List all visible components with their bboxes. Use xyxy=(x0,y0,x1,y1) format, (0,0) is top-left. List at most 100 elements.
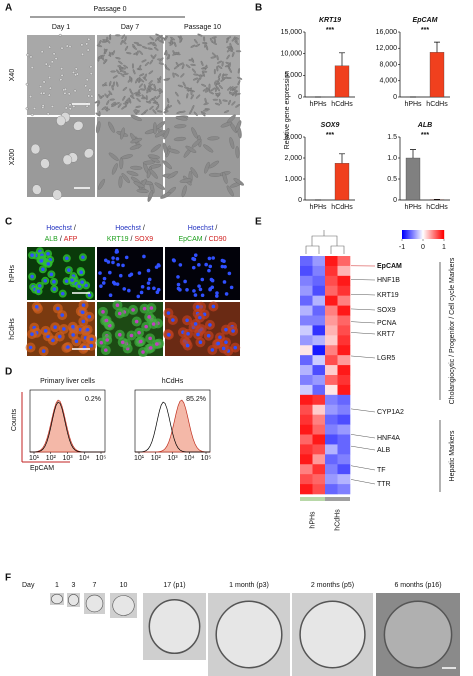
heatmap-cell xyxy=(312,335,326,346)
cell xyxy=(96,101,101,107)
cell xyxy=(98,94,102,99)
histogram-sample xyxy=(29,399,105,453)
cell xyxy=(202,66,208,69)
heatmap-cell xyxy=(300,464,313,475)
nucleus xyxy=(140,284,145,289)
cell xyxy=(213,37,216,44)
cell xyxy=(130,137,143,144)
gene-connector xyxy=(350,408,376,413)
nucleus xyxy=(101,310,105,314)
nucleus xyxy=(148,346,153,350)
heatmap-cell xyxy=(325,365,338,376)
nucleus xyxy=(185,287,189,292)
nucleus xyxy=(79,270,84,275)
micrograph-bg xyxy=(27,117,95,197)
nucleus xyxy=(131,308,135,312)
nucleus xyxy=(224,292,229,296)
cell xyxy=(229,137,235,149)
gene-label: PCNA xyxy=(377,320,397,327)
cell xyxy=(104,108,111,111)
cell xyxy=(135,94,141,97)
nucleus xyxy=(102,276,107,281)
cell xyxy=(159,88,163,93)
cell xyxy=(106,36,109,42)
cell xyxy=(98,110,101,117)
heatmap-cell xyxy=(300,454,313,465)
cell xyxy=(235,104,240,108)
heatmap-cell xyxy=(337,444,351,455)
nucleus xyxy=(178,263,183,267)
heatmap-cell xyxy=(325,275,338,287)
y-tick-label: 1.0 xyxy=(387,155,397,162)
nucleus xyxy=(115,256,120,261)
organoid xyxy=(215,600,283,669)
cell xyxy=(25,82,29,86)
cell xyxy=(163,110,169,113)
cell xyxy=(129,75,132,82)
cell xyxy=(226,48,231,53)
cell xyxy=(196,78,200,84)
nucleus xyxy=(71,324,75,329)
nucleus xyxy=(142,306,147,311)
cell xyxy=(139,73,145,77)
nucleus xyxy=(198,287,203,292)
nucleus xyxy=(81,255,85,260)
cell xyxy=(226,37,229,44)
error-bar xyxy=(339,52,345,66)
heatmap-cell xyxy=(300,305,313,316)
cell xyxy=(201,112,206,117)
cell xyxy=(149,105,154,110)
nucleus xyxy=(70,278,74,282)
cell xyxy=(177,99,181,105)
cell xyxy=(157,39,163,43)
y-tick-label: 8,000 xyxy=(379,61,397,68)
stain-label: ALB / AFP xyxy=(45,236,78,243)
cell xyxy=(170,36,175,41)
cell xyxy=(140,97,147,100)
nucleus xyxy=(193,293,198,297)
cell xyxy=(115,57,121,60)
fluorescence-image xyxy=(97,247,163,300)
colorbar-step xyxy=(430,230,432,239)
nucleus xyxy=(106,260,111,264)
cell xyxy=(179,36,182,43)
cell xyxy=(126,52,132,55)
cell xyxy=(54,57,58,60)
percentage: 0.2% xyxy=(85,396,101,403)
cell xyxy=(48,76,51,79)
significance: *** xyxy=(326,132,334,139)
nucleus xyxy=(196,332,200,337)
stain: SOX9 xyxy=(134,236,153,243)
cell xyxy=(112,75,118,79)
cell xyxy=(97,178,105,190)
heatmap-cell xyxy=(325,325,338,336)
nucleus xyxy=(191,265,196,270)
heatmap-cell xyxy=(300,414,313,425)
colorbar-step xyxy=(407,230,409,239)
bar xyxy=(334,163,350,201)
cell xyxy=(199,74,202,80)
gene-connector xyxy=(350,321,376,324)
nucleus xyxy=(65,256,69,261)
cell xyxy=(190,44,196,48)
cell xyxy=(111,85,114,91)
cell xyxy=(108,34,112,40)
nucleus xyxy=(154,265,159,269)
cell xyxy=(138,64,142,70)
cell xyxy=(231,51,235,58)
nucleus xyxy=(185,318,189,323)
nucleus xyxy=(82,345,87,350)
cell xyxy=(167,53,170,60)
colorbar-step xyxy=(433,230,435,239)
cell xyxy=(42,91,46,95)
nucleus xyxy=(231,329,235,333)
colorbar-step xyxy=(435,230,437,239)
cell xyxy=(145,101,152,104)
group-strip xyxy=(325,497,350,501)
cell xyxy=(39,85,42,88)
category-label: hCdHs xyxy=(331,101,353,108)
heatmap-cell xyxy=(300,315,313,326)
cell xyxy=(226,185,234,197)
heatmap-cell xyxy=(337,285,351,296)
cell xyxy=(184,86,190,90)
